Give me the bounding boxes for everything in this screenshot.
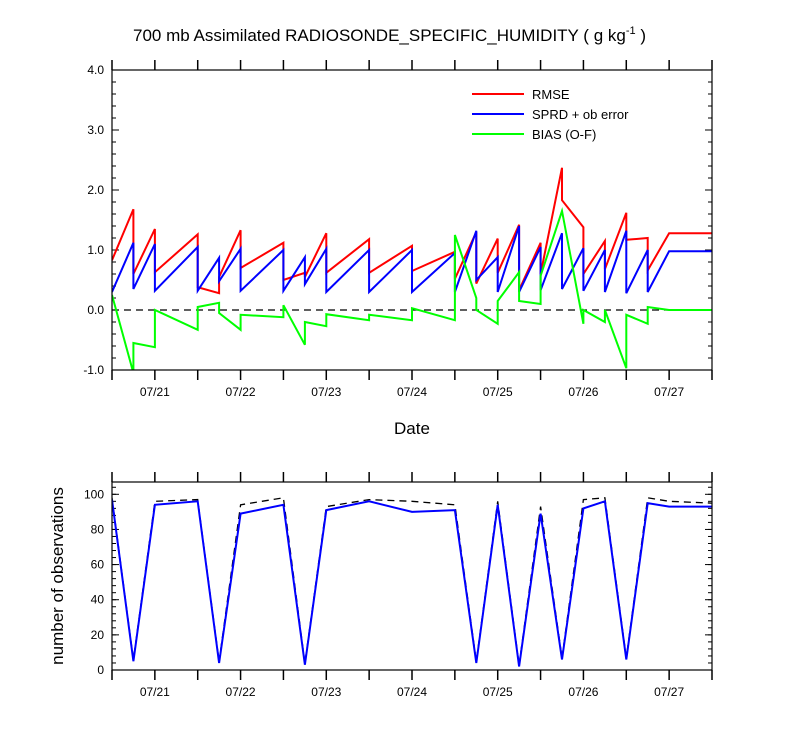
x-tick-label: 07/21 — [140, 685, 170, 699]
x-tick-label: 07/21 — [140, 385, 170, 399]
y-tick-label: 2.0 — [87, 183, 104, 197]
x-tick-label: 07/25 — [483, 385, 513, 399]
x-tick-label: 07/27 — [654, 685, 684, 699]
series-line-possible-observations — [112, 497, 712, 665]
bottom-series-group — [112, 497, 712, 667]
series-line-bias-o-f — [112, 207, 712, 370]
x-tick-label: 07/23 — [311, 685, 341, 699]
x-tick-label: 07/25 — [483, 685, 513, 699]
y-tick-label: 100 — [84, 487, 104, 501]
y-tick-label: 80 — [91, 522, 105, 536]
y-tick-label: -1.0 — [83, 363, 104, 377]
x-tick-label: 07/23 — [311, 385, 341, 399]
x-tick-label: 07/26 — [568, 685, 598, 699]
bottom-axes: 0 20 40 60 80 100 07/21 07/22 07/23 07/24 07/25 07/… — [84, 472, 713, 699]
bottom-plot-frame — [111, 481, 713, 671]
legend-label: SPRD + ob error — [532, 107, 629, 122]
x-tick-label: 07/22 — [226, 685, 256, 699]
y-tick-label: 60 — [91, 558, 105, 572]
series-line-assimilated-observations — [112, 499, 712, 667]
y-tick-label: 40 — [91, 593, 105, 607]
y-tick-label: 20 — [91, 628, 105, 642]
y-axis-label: number of observations — [48, 487, 67, 665]
top-plot-frame — [111, 69, 713, 371]
legend: RMSE SPRD + ob error BIAS (O-F) — [472, 87, 629, 142]
y-tick-label: 0 — [97, 663, 104, 677]
top-panel: -1.0 0.0 1.0 2.0 3.0 4.0 07/21 07/22 07/23 07/24 0… — [83, 60, 713, 438]
chart-title: 700 mb Assimilated RADIOSONDE_SPECIFIC_H… — [133, 25, 646, 45]
legend-label: RMSE — [532, 87, 570, 102]
legend-label: BIAS (O-F) — [532, 127, 596, 142]
chart-title-end: ) — [636, 26, 646, 45]
top-series-group — [112, 167, 712, 370]
x-tick-label: 07/24 — [397, 385, 427, 399]
x-tick-label: 07/26 — [568, 385, 598, 399]
y-tick-label: 4.0 — [87, 63, 104, 77]
y-tick-label: 1.0 — [87, 243, 104, 257]
x-tick-label: 07/27 — [654, 385, 684, 399]
chart-title-superscript: -1 — [626, 25, 636, 37]
x-tick-label: 07/24 — [397, 685, 427, 699]
series-line-sprd-ob-error — [112, 225, 712, 295]
x-axis-label: Date — [394, 419, 430, 438]
chart-title-main: 700 mb Assimilated RADIOSONDE_SPECIFIC_H… — [133, 26, 626, 45]
y-tick-label: 0.0 — [87, 303, 104, 317]
bottom-panel: 0 20 40 60 80 100 07/21 07/22 07/23 07/24 07/25 07/… — [48, 472, 713, 699]
x-tick-label: 07/22 — [226, 385, 256, 399]
y-tick-label: 3.0 — [87, 123, 104, 137]
